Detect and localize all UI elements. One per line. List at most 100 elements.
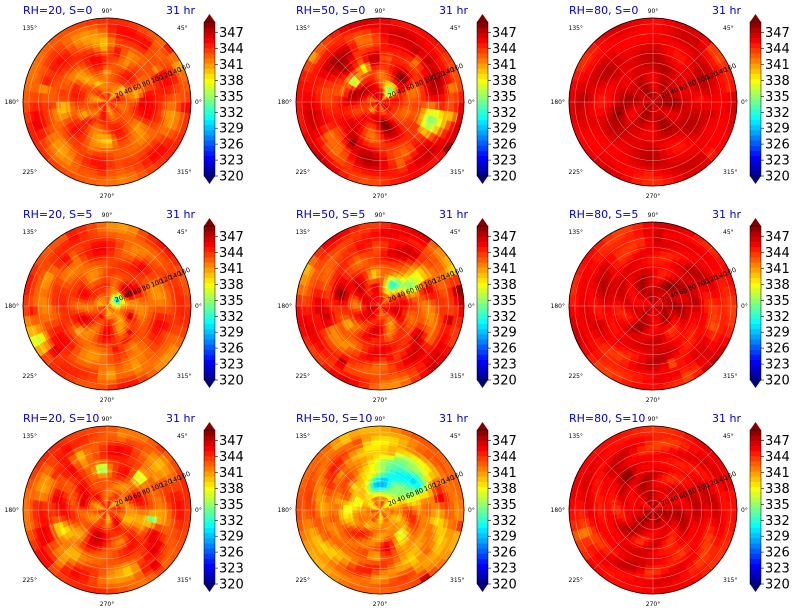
colorbar-segment xyxy=(477,277,488,283)
heat-cell xyxy=(652,152,661,159)
angle-tick-label: 270° xyxy=(646,193,660,200)
colorbar-tick-label: 323 xyxy=(219,154,244,169)
colorbar-segment xyxy=(477,27,488,33)
angle-tick-label: 270° xyxy=(373,193,387,200)
colorbar-segment xyxy=(204,333,215,340)
grid-spoke xyxy=(379,305,440,366)
colorbar-tick-label: 320 xyxy=(219,170,244,185)
angle-tick-label: 315° xyxy=(450,373,464,380)
colorbar-segment xyxy=(477,287,488,294)
heat-cell xyxy=(689,96,696,103)
colorbar-tick-label: 326 xyxy=(492,342,517,357)
angle-tick-label: 315° xyxy=(177,169,191,176)
colorbar-tick-label: 332 xyxy=(492,106,517,121)
colorbar-tick-label: 344 xyxy=(765,42,790,57)
colorbar-segment xyxy=(477,155,488,162)
heat-cell xyxy=(134,305,141,311)
polar-plot: 90°45°0°315°270°225°180°135°204060801001… xyxy=(278,212,517,404)
heat-cell xyxy=(650,319,654,326)
colorbar-segment xyxy=(204,359,215,366)
angle-tick-label: 225° xyxy=(296,169,310,176)
heat-cell xyxy=(374,138,381,145)
heat-cell xyxy=(379,268,386,274)
colorbar-segment xyxy=(204,323,215,330)
colorbar-border xyxy=(476,21,489,177)
colorbar-segment xyxy=(750,104,761,110)
colorbar-segment xyxy=(204,93,215,100)
colorbar-segment xyxy=(477,78,488,85)
heat-cell xyxy=(666,305,673,309)
heat-cell xyxy=(379,347,387,354)
heat-cell xyxy=(101,138,108,145)
colorbar-tick-label: 332 xyxy=(219,310,244,325)
angle-tick-label: 225° xyxy=(296,373,310,380)
heat-cell xyxy=(372,356,381,363)
heat-cell xyxy=(439,297,446,307)
angle-tick-label: 45° xyxy=(450,229,461,236)
heat-cell xyxy=(157,305,164,314)
heat-cell xyxy=(416,300,423,307)
heat-cell xyxy=(633,303,640,307)
polar-border xyxy=(295,17,465,187)
colorbar-segment xyxy=(477,359,488,366)
colorbar-segment xyxy=(204,344,215,350)
grid-spoke xyxy=(106,101,167,162)
angle-tick-label: 90° xyxy=(375,212,386,219)
panel-time-label: 31 hr xyxy=(439,4,468,17)
colorbar-segment xyxy=(204,134,215,141)
heat-cell xyxy=(633,99,640,103)
heat-cell xyxy=(314,305,321,315)
colorbar-tick-label: 344 xyxy=(219,42,244,57)
heat-cell xyxy=(652,286,656,293)
heat-cell xyxy=(379,277,385,284)
heat-cell xyxy=(139,101,145,108)
colorbar-segment xyxy=(477,119,488,126)
heat-cell xyxy=(652,54,660,61)
heat-cell xyxy=(332,95,339,103)
heat-cell xyxy=(371,36,381,43)
colorbar-segment xyxy=(477,150,488,156)
colorbar-tick-label: 326 xyxy=(219,138,244,153)
angle-tick-label: 90° xyxy=(648,8,659,15)
heat-cell xyxy=(379,258,387,265)
colorbar-tick-label: 341 xyxy=(219,262,244,277)
heat-cell xyxy=(102,129,108,136)
angle-tick-label: 135° xyxy=(569,25,583,32)
heat-cell xyxy=(416,96,423,103)
colorbar-segment xyxy=(477,109,488,115)
grid-spoke xyxy=(320,305,381,366)
colorbar-segment xyxy=(477,83,488,90)
colorbar-extend-min xyxy=(750,176,761,184)
angle-tick-label: 0° xyxy=(468,303,475,310)
colorbar-segment xyxy=(204,52,215,59)
colorbar-tick-label: 344 xyxy=(492,42,517,57)
heat-cell xyxy=(416,305,423,312)
angle-tick-label: 45° xyxy=(450,25,461,32)
colorbar-tick-label: 338 xyxy=(765,74,790,89)
radial-tick-label: 40 xyxy=(123,290,134,301)
grid-spoke xyxy=(106,42,167,103)
colorbar-tick-label: 329 xyxy=(492,122,517,137)
heat-cell xyxy=(59,305,66,313)
heat-cell xyxy=(402,305,409,311)
colorbar-segment xyxy=(477,267,488,273)
heat-cell xyxy=(379,365,389,372)
colorbar-segment xyxy=(204,165,215,172)
polar-plot: 90°45°0°315°270°225°180°135°204060801001… xyxy=(551,212,790,404)
panel-title: RH=20, S=5 xyxy=(23,208,93,221)
heat-cell xyxy=(73,301,80,307)
grid-spoke xyxy=(320,246,381,307)
colorbar-tick-label: 326 xyxy=(492,138,517,153)
heat-cell xyxy=(59,299,66,307)
heat-cell xyxy=(644,161,654,168)
heat-cell xyxy=(41,101,48,111)
heat-cell xyxy=(148,299,155,307)
radial-tick-label: 80 xyxy=(141,282,152,293)
colorbar-segment xyxy=(204,364,215,371)
colorbar-segment xyxy=(750,37,761,44)
radial-tick-label: 60 xyxy=(405,82,416,93)
heat-cell xyxy=(351,97,358,103)
angle-tick-label: 180° xyxy=(278,99,292,106)
